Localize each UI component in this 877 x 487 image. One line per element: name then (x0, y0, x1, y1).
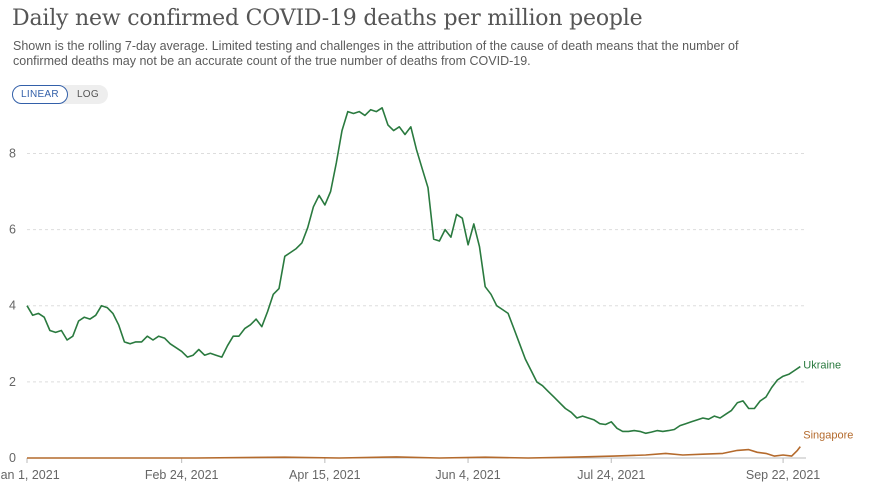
x-tick-label: Jul 24, 2021 (577, 468, 645, 482)
x-tick-label: Feb 24, 2021 (145, 468, 219, 482)
chart-subtitle: Shown is the rolling 7-day average. Limi… (13, 39, 739, 68)
x-axis-ticks: Jan 1, 2021 Feb 24, 2021 Apr 15, 2021 Jun 4… (0, 458, 820, 482)
x-tick-label: Sep 22, 2021 (746, 468, 820, 482)
y-axis-ticks: 0 2 4 6 8 (9, 146, 16, 465)
y-tick-label: 8 (9, 146, 16, 160)
y-tick-label: 2 (9, 375, 16, 389)
series-label-singapore: Singapore (803, 430, 853, 442)
series-line-singapore (27, 446, 801, 459)
y-tick-label: 6 (9, 223, 16, 237)
chart-title: Daily new confirmed COVID-19 deaths per … (12, 6, 643, 31)
x-tick-label: Jan 1, 2021 (0, 468, 60, 482)
x-tick-label: Apr 15, 2021 (289, 468, 361, 482)
log-scale-button[interactable]: LOG (76, 89, 99, 100)
series-lines (26, 107, 801, 459)
series-line-ukraine (26, 107, 801, 435)
series-labels: Ukraine Singapore (803, 360, 853, 442)
linear-scale-button[interactable]: LINEAR (12, 85, 68, 104)
x-tick-label: Jun 4, 2021 (435, 468, 500, 482)
grid-lines (27, 152, 806, 459)
y-tick-label: 4 (9, 299, 16, 313)
scale-toggle: LINEAR LOG (12, 85, 108, 104)
series-label-ukraine: Ukraine (803, 360, 841, 372)
y-tick-label: 0 (9, 451, 16, 465)
